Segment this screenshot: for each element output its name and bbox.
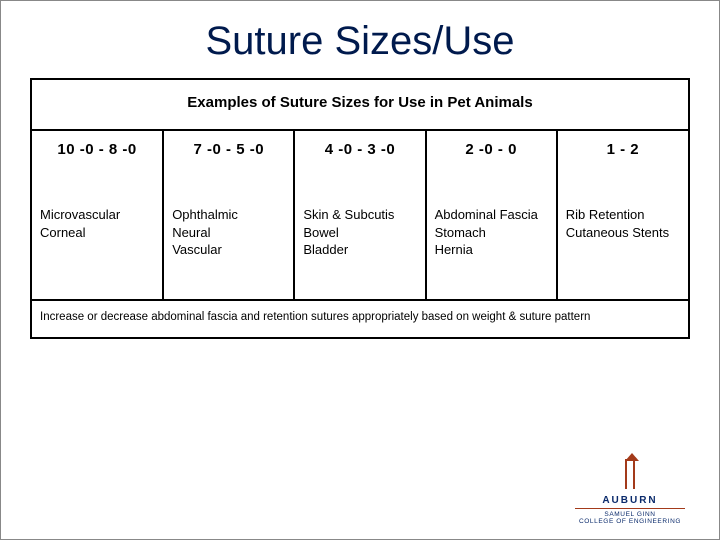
col-body-3: Abdominal FasciaStomachHernia (426, 198, 557, 300)
suture-table: Examples of Suture Sizes for Use in Pet … (32, 80, 688, 337)
logo-divider (575, 508, 685, 509)
col-header-1: 7 -0 - 5 -0 (163, 130, 294, 198)
slide: Suture Sizes/Use Examples of Suture Size… (1, 1, 719, 539)
logo-text-college: COLLEGE OF ENGINEERING (575, 518, 685, 525)
col-body-2: Skin & SubcutisBowelBladder (294, 198, 425, 300)
table-caption-row: Examples of Suture Sizes for Use in Pet … (32, 80, 688, 130)
table-footer-row: Increase or decrease abdominal fascia an… (32, 300, 688, 337)
table-footer: Increase or decrease abdominal fascia an… (32, 300, 688, 337)
col-header-3: 2 -0 - 0 (426, 130, 557, 198)
suture-table-container: Examples of Suture Sizes for Use in Pet … (30, 78, 690, 339)
page-title: Suture Sizes/Use (29, 19, 691, 64)
auburn-logo: AUBURN SAMUEL GINN COLLEGE OF ENGINEERIN… (575, 457, 685, 525)
logo-text-auburn: AUBURN (575, 495, 685, 506)
table-header-row: 10 -0 - 8 -0 7 -0 - 5 -0 4 -0 - 3 -0 2 -… (32, 130, 688, 198)
col-header-2: 4 -0 - 3 -0 (294, 130, 425, 198)
table-caption: Examples of Suture Sizes for Use in Pet … (32, 80, 688, 130)
col-header-0: 10 -0 - 8 -0 (32, 130, 163, 198)
table-body-row: MicrovascularCorneal OphthalmicNeuralVas… (32, 198, 688, 300)
logo-tower-icon (616, 457, 644, 493)
logo-text-ginn: SAMUEL GINN (575, 511, 685, 518)
col-body-1: OphthalmicNeuralVascular (163, 198, 294, 300)
col-header-4: 1 - 2 (557, 130, 688, 198)
col-body-0: MicrovascularCorneal (32, 198, 163, 300)
col-body-4: Rib RetentionCutaneous Stents (557, 198, 688, 300)
